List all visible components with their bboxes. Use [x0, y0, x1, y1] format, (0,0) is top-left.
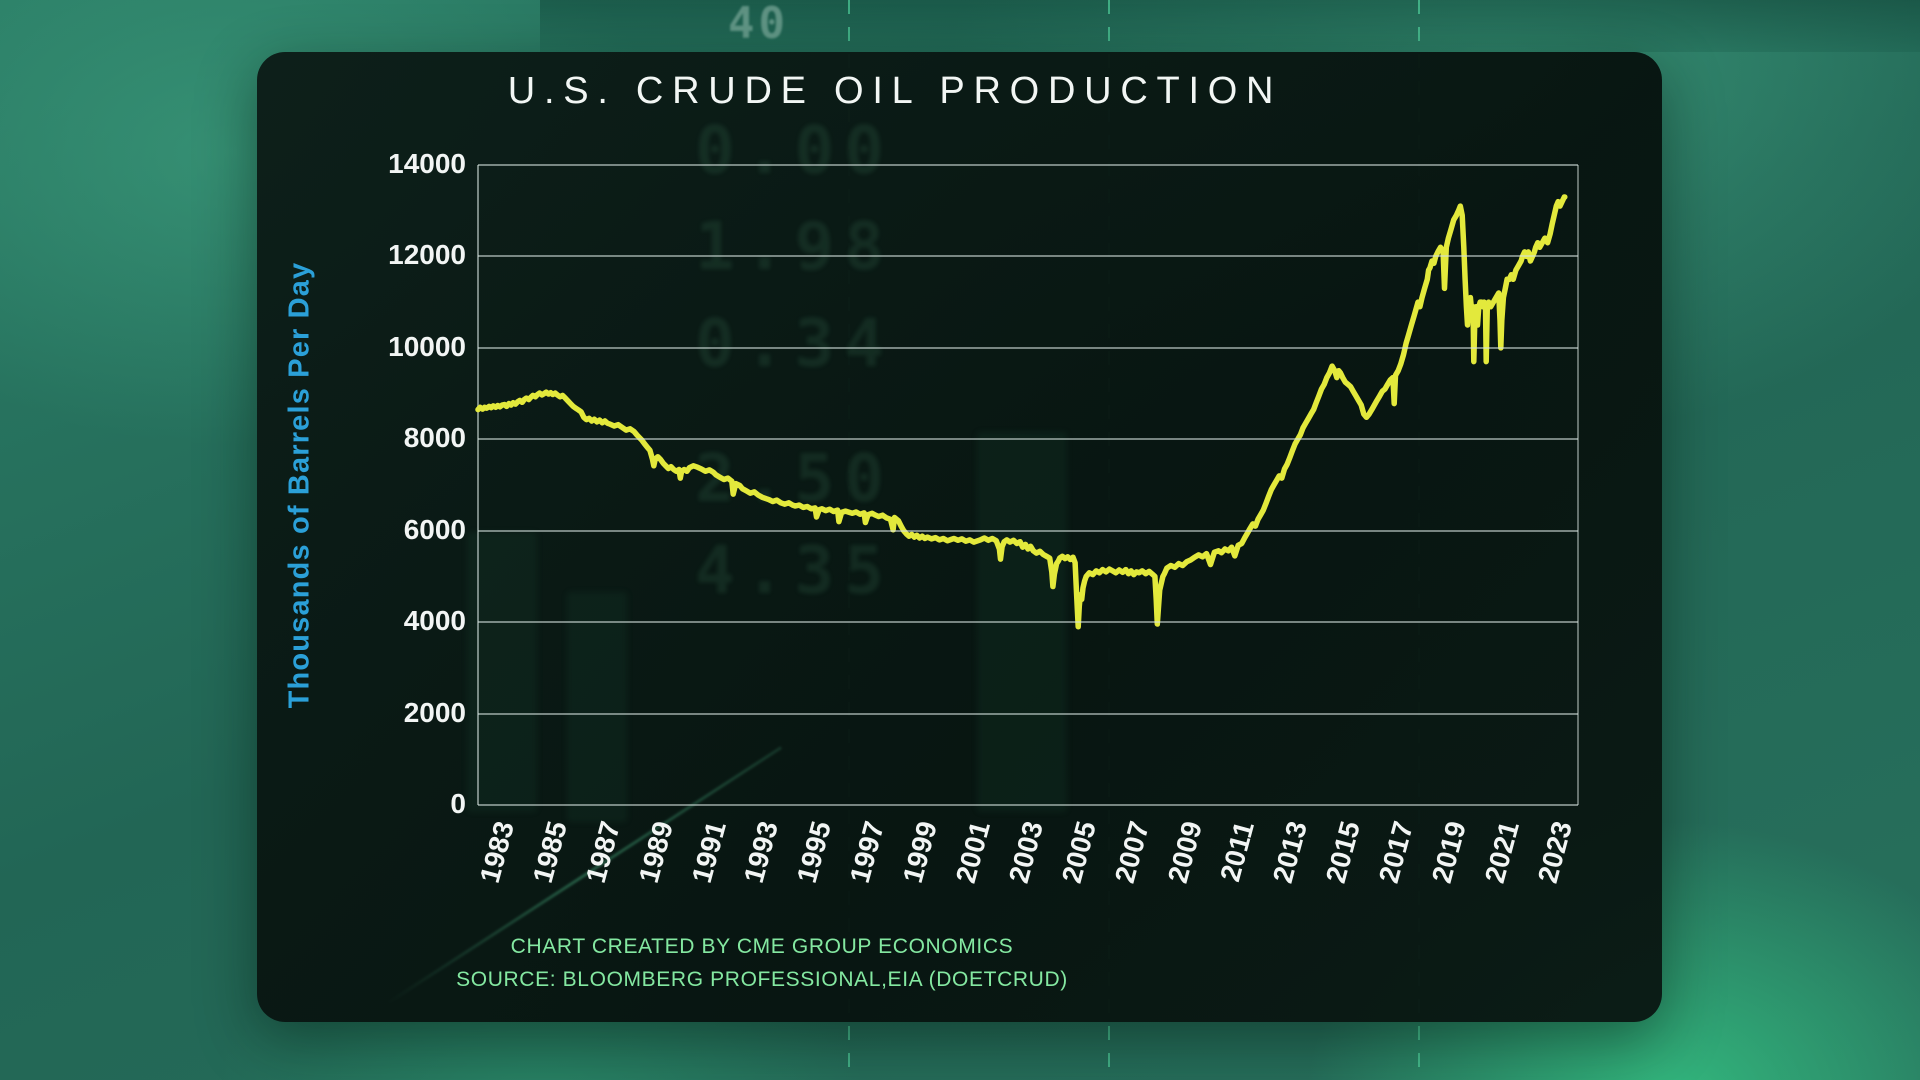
- gridline-8000: [478, 438, 1578, 441]
- gridline-6000: [478, 529, 1578, 532]
- y-tick-label-6000: 6000: [403, 513, 466, 545]
- y-axis-line: [477, 165, 479, 805]
- y-tick-label-12000: 12000: [388, 239, 466, 271]
- background-board-number: 0.34: [695, 305, 894, 382]
- chart-footer: CHART CREATED BY CME GROUP ECONOMICS SOU…: [456, 930, 1068, 996]
- gridline-2000: [478, 712, 1578, 715]
- y-tick-label-8000: 8000: [403, 422, 466, 454]
- background-board-number: 4.35: [695, 532, 894, 609]
- y-tick-label-10000: 10000: [388, 330, 466, 362]
- footer-source-line: SOURCE: BLOOMBERG PROFESSIONAL,EIA (DOET…: [456, 968, 1068, 991]
- footer-credit-line: CHART CREATED BY CME GROUP ECONOMICS: [510, 935, 1014, 958]
- y-tick-label-2000: 2000: [403, 696, 466, 728]
- production-line-chart: [475, 194, 1568, 630]
- background-ticker-number: 40: [728, 0, 789, 49]
- gridline-0: [478, 804, 1578, 806]
- background-dark-band: [540, 0, 1920, 52]
- gridline-12000: [478, 255, 1578, 258]
- y-tick-label-0: 0: [450, 788, 466, 819]
- plot-right-border: [1577, 165, 1579, 805]
- background-candlestick-shape: [567, 592, 627, 822]
- chart-title: U.S. CRUDE OIL PRODUCTION: [507, 70, 1283, 112]
- production-line: [475, 194, 1568, 630]
- y-axis-title: Thousands of Barrels Per Day: [283, 261, 316, 709]
- gridline-4000: [478, 621, 1578, 624]
- background-board-number: 1.98: [695, 208, 894, 285]
- y-tick-label-4000: 4000: [403, 605, 466, 637]
- y-tick-label-14000: 14000: [388, 148, 466, 179]
- background-board-number: 0.00: [695, 112, 894, 189]
- plot-area: [475, 164, 1579, 806]
- gridline-10000: [478, 346, 1578, 349]
- gridline-14000: [478, 164, 1578, 166]
